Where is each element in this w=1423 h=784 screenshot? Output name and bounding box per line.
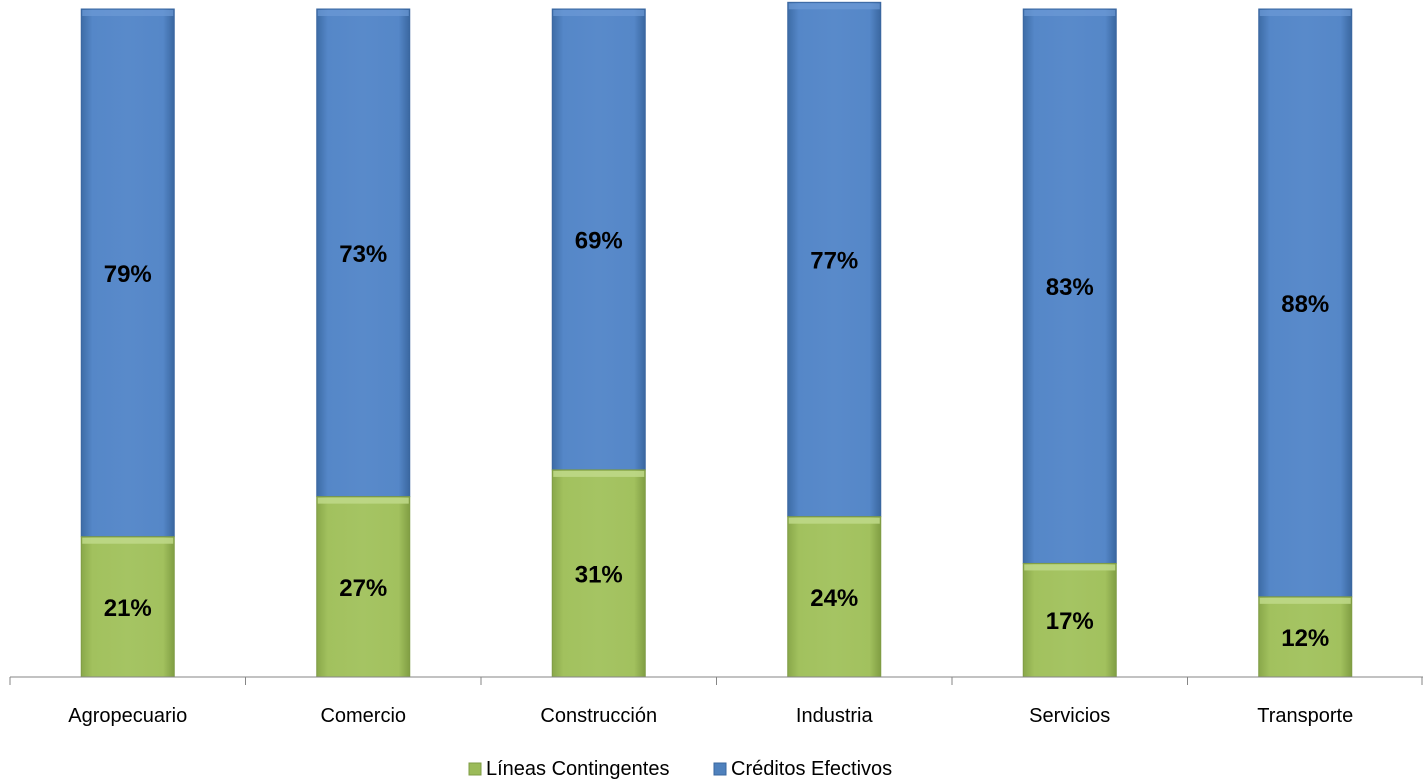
- x-tick-label-industria: Industria: [796, 705, 874, 727]
- x-tick-label-construccion: Construcción: [540, 705, 657, 727]
- data-label-creditos-efectivos-industria: 77%: [810, 248, 858, 275]
- data-label-creditos-efectivos-construccion: 69%: [575, 227, 623, 254]
- data-labels-group: 79% 21% 73% 27% 69% 31% 77% 24% 83% 17% 88% 12%: [104, 227, 1330, 651]
- bar-bevel-creditos-efectivos-agropecuario: [82, 10, 174, 16]
- data-label-lineas-contingentes-comercio: 27%: [339, 575, 387, 602]
- bar-creditos-efectivos-comercio: [316, 8, 411, 498]
- legend-swatch-creditos-efectivos: [713, 762, 727, 776]
- data-label-creditos-efectivos-servicios: 83%: [1046, 274, 1094, 301]
- bar-lineas-contingentes-construccion: [551, 469, 646, 678]
- bar-bevel-lineas-contingentes-agropecuario: [82, 537, 174, 544]
- data-label-lineas-contingentes-industria: 24%: [810, 585, 858, 612]
- bar-bevel-creditos-efectivos-construccion: [553, 10, 645, 16]
- bar-lineas-contingentes-comercio: [316, 496, 411, 678]
- data-label-creditos-efectivos-comercio: 73%: [339, 241, 387, 268]
- bars-group: [80, 1, 1353, 678]
- bar-bevel-lineas-contingentes-transporte: [1259, 597, 1351, 604]
- bar-creditos-efectivos-industria: [787, 1, 882, 518]
- legend: Líneas Contingentes Créditos Efectivos: [468, 758, 892, 780]
- bar-lineas-contingentes-agropecuario: [80, 536, 175, 678]
- bar-bevel-creditos-efectivos-transporte: [1259, 10, 1351, 16]
- bar-bevel-creditos-efectivos-comercio: [317, 10, 409, 16]
- bar-lineas-contingentes-transporte: [1258, 596, 1353, 678]
- data-label-creditos-efectivos-agropecuario: 79%: [104, 261, 152, 288]
- legend-swatch-lineas-contingentes: [468, 762, 482, 776]
- bar-bevel-lineas-contingentes-comercio: [317, 497, 409, 504]
- bar-bevel-lineas-contingentes-servicios: [1024, 564, 1116, 571]
- bar-creditos-efectivos-transporte: [1258, 8, 1353, 598]
- x-tick-label-comercio: Comercio: [320, 705, 406, 727]
- data-label-lineas-contingentes-transporte: 12%: [1281, 625, 1329, 652]
- x-axis: Agropecuario Comercio Construcción Industri…: [9, 676, 1423, 727]
- x-tick-label-agropecuario: Agropecuario: [68, 705, 187, 727]
- bar-lineas-contingentes-servicios: [1022, 562, 1117, 678]
- bar-bevel-creditos-efectivos-industria: [788, 3, 880, 10]
- x-tick-label-servicios: Servicios: [1029, 705, 1110, 727]
- legend-label-creditos-efectivos: Créditos Efectivos: [731, 758, 892, 780]
- bar-creditos-efectivos-agropecuario: [80, 8, 175, 538]
- data-label-lineas-contingentes-construccion: 31%: [575, 561, 623, 588]
- bar-lineas-contingentes-industria: [787, 516, 882, 678]
- data-label-creditos-efectivos-transporte: 88%: [1281, 291, 1329, 318]
- bar-bevel-lineas-contingentes-industria: [788, 517, 880, 524]
- bar-creditos-efectivos-construccion: [551, 8, 646, 471]
- data-label-lineas-contingentes-agropecuario: 21%: [104, 595, 152, 622]
- legend-label-lineas-contingentes: Líneas Contingentes: [486, 758, 669, 780]
- x-tick-label-transporte: Transporte: [1257, 705, 1353, 727]
- data-label-lineas-contingentes-servicios: 17%: [1046, 608, 1094, 635]
- bar-bevel-lineas-contingentes-construccion: [553, 470, 645, 477]
- bar-bevel-creditos-efectivos-servicios: [1024, 10, 1116, 16]
